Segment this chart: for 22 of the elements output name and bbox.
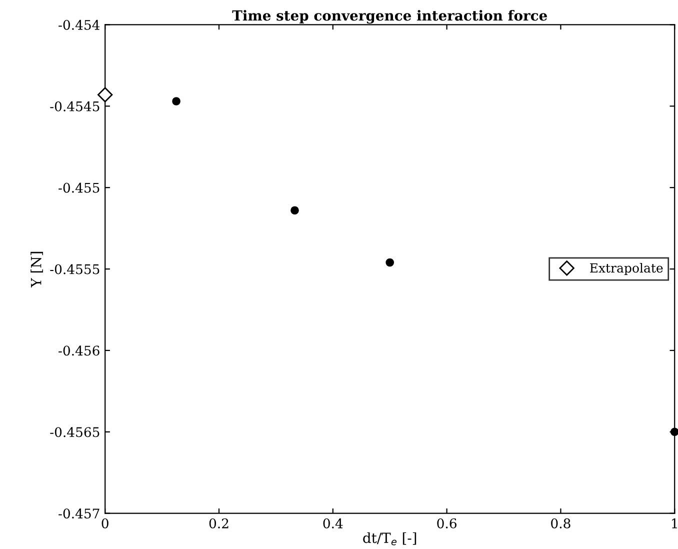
y-tick-label: -0.4565 xyxy=(50,427,100,438)
point xyxy=(172,97,180,106)
x-tick-label: 0.2 xyxy=(209,518,228,528)
legend-label: Extrapolate xyxy=(590,262,663,276)
x-tick-label: 0.8 xyxy=(551,518,570,528)
y-tick-label: -0.455 xyxy=(58,182,100,193)
x-tick-label: 0 xyxy=(102,518,108,528)
x-tick-label: 0.4 xyxy=(323,518,343,528)
point xyxy=(290,206,299,215)
y-tick-label: -0.457 xyxy=(58,508,100,519)
x-tick-label: 0.6 xyxy=(437,518,456,528)
x-axis-title: dt/T$_{e}$ [-] xyxy=(363,532,416,546)
point xyxy=(670,428,678,436)
chart-title: Time step convergence interaction force xyxy=(232,10,547,24)
y-tick-label: -0.4555 xyxy=(50,264,100,274)
point xyxy=(386,258,394,267)
y-tick-label: -0.454 xyxy=(58,20,100,30)
y-axis-title: Y [N] xyxy=(30,252,43,288)
y-tick-label: -0.4545 xyxy=(50,101,100,112)
point xyxy=(98,87,113,102)
x-tick-label: 1 xyxy=(672,518,677,528)
y-tick-label: -0.456 xyxy=(58,346,100,356)
